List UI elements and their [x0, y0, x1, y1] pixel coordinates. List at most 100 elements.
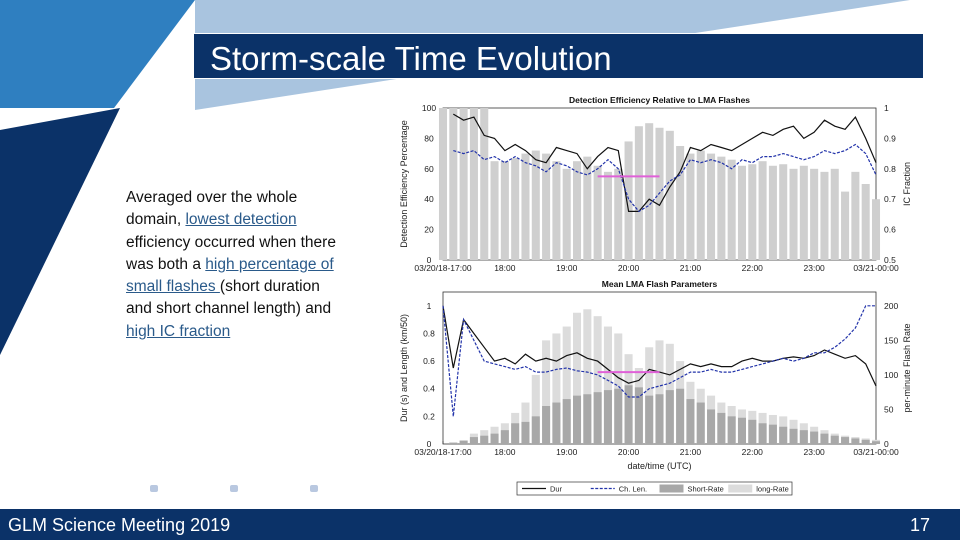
lma-chart-short-rate-bar — [521, 421, 530, 444]
de-chart-bar — [531, 150, 540, 260]
lma-chart-short-rate-bar — [459, 440, 468, 444]
lma-chart-short-rate-bar — [542, 406, 551, 444]
body-text-part-1: Averaged over the whole domain, — [126, 189, 298, 229]
lma-chart-ylabel: Dur (s) and Length (km/50) — [399, 314, 409, 422]
lma-chart-y-tick-label: 0.8 — [423, 328, 435, 338]
de-chart-bar — [469, 108, 478, 260]
de-chart-y-tick-label: 60 — [424, 164, 434, 174]
de-chart-x-tick-label: 20:00 — [618, 263, 640, 273]
de-chart-bar — [810, 168, 819, 260]
de-chart-bar — [521, 153, 530, 260]
de-chart-bar — [438, 108, 448, 260]
de-chart-bar — [449, 108, 458, 260]
lma-chart-x-tick-label: 20:00 — [618, 447, 640, 457]
de-chart-x-tick-label: 03/21-00:00 — [853, 263, 899, 273]
legend-label: Ch. Len. — [619, 485, 647, 494]
lma-chart-short-rate-bar — [655, 394, 664, 444]
lma-chart-short-rate-bar — [799, 430, 808, 444]
de-chart-bar — [459, 108, 468, 260]
de-chart-y-tick-label: 100 — [422, 103, 436, 113]
de-chart-bar — [490, 161, 499, 260]
de-chart-x-tick-label: 23:00 — [804, 263, 826, 273]
lma-chart-short-rate-bar — [830, 435, 839, 444]
lma-chart-x-tick-label: 18:00 — [494, 447, 516, 457]
de-chart-y2-tick-label: 0.6 — [884, 225, 896, 235]
lma-chart-short-rate-bar — [748, 419, 757, 444]
decor-dot — [230, 485, 238, 492]
lma-chart-short-rate-bar — [603, 390, 612, 444]
lma-chart-y2-tick-label: 50 — [884, 404, 894, 414]
lma-chart-series-line — [442, 305, 876, 417]
de-chart-bar — [614, 168, 623, 260]
de-chart-bar — [830, 168, 839, 260]
de-chart-bar — [686, 153, 695, 260]
lma-chart-short-rate-bar — [871, 441, 881, 444]
body-text: Averaged over the whole domain, lowest d… — [126, 187, 346, 343]
de-chart-x-tick-label: 21:00 — [680, 263, 702, 273]
body-link-lowest-detection[interactable]: lowest detection — [185, 211, 297, 229]
lma-chart-short-rate-bar — [676, 388, 685, 444]
de-chart-y2label: IC Fraction — [902, 162, 912, 206]
footer-text: GLM Science Meeting 2019 — [8, 515, 231, 535]
lma-chart-short-rate-bar — [573, 395, 582, 444]
de-chart-bar — [583, 156, 592, 260]
lma-chart-short-rate-bar — [717, 412, 726, 444]
lma-chart-short-rate-bar — [686, 399, 695, 444]
lma-chart-short-rate-bar — [851, 438, 860, 444]
de-chart-bar — [676, 146, 685, 260]
de-chart-y2-tick-label: 0.9 — [884, 133, 896, 143]
lma-chart-x-tick-label: 21:00 — [680, 447, 702, 457]
de-chart-bar — [624, 141, 633, 260]
de-chart-bar — [768, 165, 777, 260]
lma-chart-short-rate-bar — [861, 439, 870, 444]
body-text-part-3: (short duration and short channel length… — [126, 278, 332, 318]
de-chart-title: Detection Efficiency Relative to LMA Fla… — [569, 95, 750, 105]
lma-chart-short-rate-bar — [645, 395, 654, 444]
de-chart-y2-tick-label: 0.5 — [884, 255, 896, 265]
slide-title: Storm-scale Time Evolution — [210, 40, 612, 77]
de-chart-y2-tick-label: 1 — [884, 103, 889, 113]
de-chart-series-line — [452, 113, 877, 212]
lma-chart-short-rate-bar — [768, 424, 777, 444]
de-chart-bar — [573, 161, 582, 260]
lma-chart-y-tick-label: 0.4 — [423, 384, 435, 394]
lma-chart-short-rate-bar — [624, 385, 633, 444]
title-bar: Storm-scale Time Evolution — [193, 33, 924, 79]
footer-bar: GLM Science Meeting 2019 17 — [0, 509, 960, 540]
lma-chart-y2label: per-minute Flash Rate — [902, 323, 912, 412]
lma-chart-long-rate-bar — [573, 312, 582, 444]
lma-chart-xlabel: date/time (UTC) — [627, 461, 691, 471]
lma-chart-long-rate-bar — [603, 326, 612, 444]
lma-chart-y-tick-label: 0.2 — [423, 411, 435, 421]
legend-box — [516, 481, 793, 496]
de-chart-y-tick-label: 20 — [424, 225, 434, 235]
lma-chart-long-rate-bar — [542, 340, 551, 444]
de-chart-bar — [861, 184, 870, 260]
lma-chart-short-rate-bar — [511, 423, 520, 444]
lma-chart-short-rate-bar — [758, 423, 767, 444]
de-chart-bar — [748, 164, 757, 260]
lma-chart-x-tick-label: 19:00 — [556, 447, 578, 457]
de-chart-x-tick-label: 03/20/18-17:00 — [414, 263, 471, 273]
lma-chart-short-rate-bar — [707, 409, 716, 444]
bg-navy-triangle — [0, 108, 120, 355]
de-chart-bar — [542, 153, 551, 260]
de-chart-series-line — [453, 143, 877, 213]
de-chart-y-tick-label: 80 — [424, 133, 434, 143]
legend-swatch-bar — [659, 484, 684, 493]
lma-chart-short-rate-bar — [614, 388, 623, 444]
lma-chart-y-tick-label: 1 — [427, 301, 432, 311]
body-link-small-flashes[interactable]: high percentage of small flashes — [126, 255, 334, 296]
lma-chart-short-rate-bar — [789, 428, 798, 444]
de-chart-bar — [707, 153, 716, 260]
lma-chart-y2-tick-label: 0 — [884, 439, 889, 449]
lma-chart-short-rate-bar — [593, 392, 602, 444]
lma-chart-x-tick-label: 03/20/18-17:00 — [414, 447, 471, 457]
legend-label: long-Rate — [756, 485, 789, 494]
de-chart-bar — [645, 123, 654, 260]
de-chart-bar — [779, 164, 788, 260]
charts-figure: 03/20/18-17:00 18:00 19:00 20:00 21:00 22:00 2… — [399, 95, 912, 496]
de-chart-bar — [603, 171, 612, 260]
body-link-ic-fraction[interactable]: high IC fraction — [126, 322, 231, 340]
